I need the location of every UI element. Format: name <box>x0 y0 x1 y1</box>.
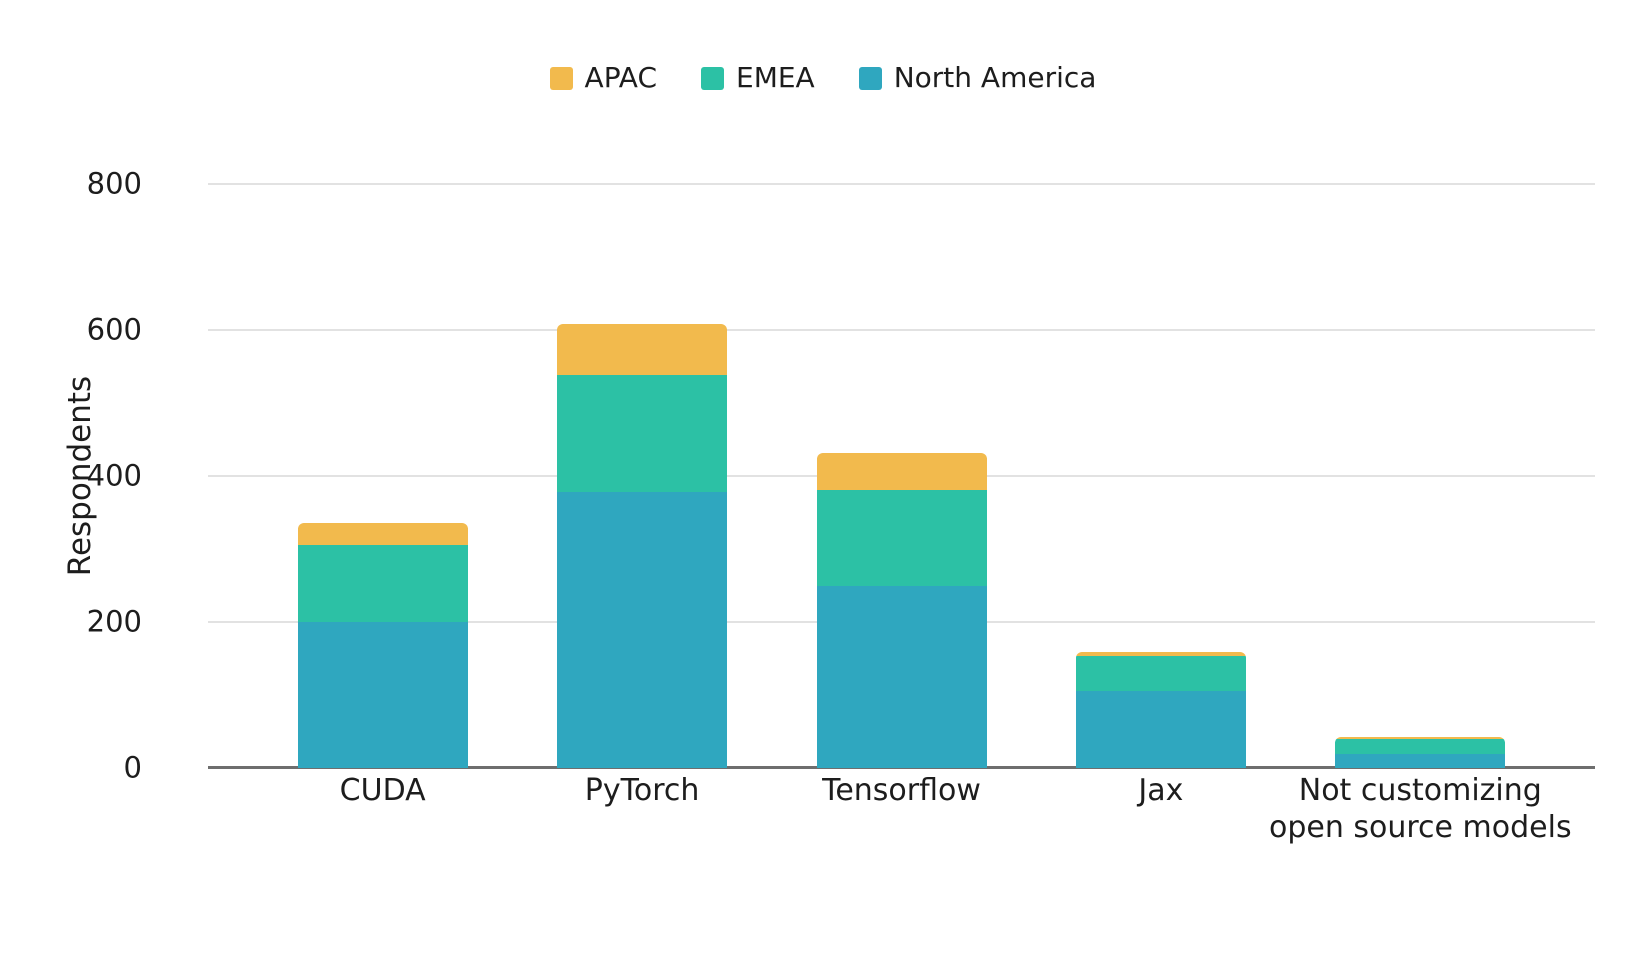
x-tick-label-line: open source models <box>1268 810 1572 845</box>
x-tick-label-jax: Jax <box>981 772 1341 809</box>
chart-legend: APAC EMEA North America <box>0 64 1646 92</box>
bar-tensorflow[interactable] <box>816 453 987 768</box>
bar-segment-north-america[interactable] <box>1075 691 1246 768</box>
bar-segment-emea[interactable] <box>1335 738 1506 755</box>
x-tick-label-pytorch: PyTorch <box>462 772 822 809</box>
x-tick-label-line: Jax <box>1138 773 1184 808</box>
legend-label: North America <box>893 61 1097 94</box>
plot-area: 0 200 400 600 800 <box>87 169 1595 782</box>
bar-pytorch[interactable] <box>557 324 728 768</box>
bar-cuda[interactable] <box>297 523 468 768</box>
bar-segment-emea[interactable] <box>1075 656 1246 692</box>
y-tick-label-800: 800 <box>86 166 142 201</box>
legend-item-apac[interactable]: APAC <box>549 61 658 94</box>
bar-segment-north-america[interactable] <box>297 622 468 768</box>
y-tick-label-600: 600 <box>86 312 142 347</box>
north-america-color-swatch-icon <box>858 66 882 90</box>
bar-jax[interactable] <box>1075 651 1246 768</box>
gridline-800 <box>208 183 1595 185</box>
legend-label: EMEA <box>736 61 815 94</box>
legend-label: APAC <box>584 61 658 94</box>
apac-color-swatch-icon <box>549 66 573 90</box>
legend-item-emea[interactable]: EMEA <box>701 64 815 92</box>
bar-segment-apac[interactable] <box>816 453 987 490</box>
bar-not-customizing-open-source-models[interactable] <box>1335 736 1506 768</box>
x-tick-label-tensorflow: Tensorflow <box>722 772 1082 809</box>
y-tick-label-0: 0 <box>123 750 142 785</box>
bar-segment-apac[interactable] <box>1335 736 1506 739</box>
emea-color-swatch-icon <box>701 66 725 90</box>
bar-segment-apac[interactable] <box>557 324 728 376</box>
bar-segment-emea[interactable] <box>557 375 728 493</box>
y-tick-label-400: 400 <box>86 458 142 493</box>
x-tick-label-cuda: CUDA <box>203 772 563 809</box>
x-tick-label-line: CUDA <box>339 773 426 808</box>
x-tick-label-line: Not customizing <box>1298 773 1542 808</box>
y-tick-label-200: 200 <box>86 604 142 639</box>
x-tick-label-line: Tensorflow <box>822 773 981 808</box>
bar-segment-apac[interactable] <box>1075 651 1246 657</box>
x-tick-label-not-customizing-open-source-models: Not customizing open source models <box>1240 772 1600 846</box>
gridline-600 <box>208 329 1595 331</box>
x-tick-label-line: PyTorch <box>584 773 700 808</box>
bar-segment-north-america[interactable] <box>557 492 728 768</box>
bar-segment-north-america[interactable] <box>1335 754 1506 768</box>
bar-segment-emea[interactable] <box>297 545 468 622</box>
bar-segment-north-america[interactable] <box>816 585 987 768</box>
bar-segment-emea[interactable] <box>816 489 987 586</box>
bar-segment-apac[interactable] <box>297 523 468 546</box>
legend-item-north-america[interactable]: North America <box>858 61 1097 94</box>
